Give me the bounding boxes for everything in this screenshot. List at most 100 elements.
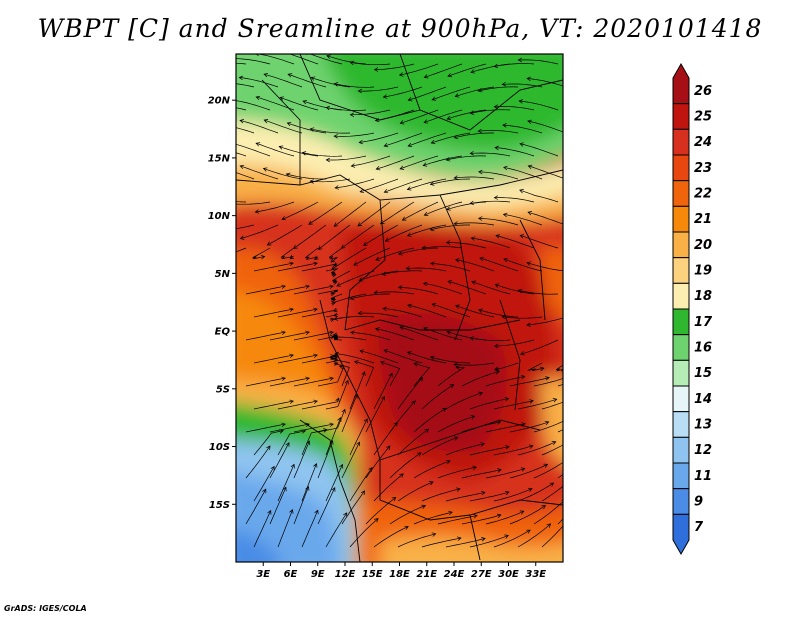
streamline-arrow <box>383 142 389 148</box>
streamline <box>527 120 563 133</box>
streamline <box>519 143 559 157</box>
streamline-arrow <box>305 376 310 381</box>
streamline <box>277 262 318 272</box>
streamline-arrow <box>526 261 531 266</box>
lat-tick-label: 15S <box>209 500 230 511</box>
streamline <box>479 257 519 272</box>
streamline <box>349 467 373 502</box>
streamline <box>423 283 463 295</box>
streamlines <box>236 54 563 548</box>
wbpt-field <box>236 54 563 562</box>
colorbar-segment <box>672 180 690 207</box>
streamline <box>293 224 327 249</box>
streamline <box>526 317 563 326</box>
streamline <box>398 247 439 255</box>
streamline-arrow <box>494 283 500 288</box>
streamline-arrow <box>333 312 338 318</box>
streamline-arrow <box>314 509 319 515</box>
streamline-arrow <box>456 487 461 492</box>
streamline <box>326 107 367 111</box>
streamline <box>255 201 295 213</box>
streamline <box>495 235 535 249</box>
streamline-arrow <box>429 226 435 232</box>
streamline-arrow <box>552 398 558 403</box>
colorbar-segment <box>672 282 690 310</box>
streamline-arrow <box>255 142 261 147</box>
streamline-arrow <box>361 371 366 376</box>
streamline-arrow <box>430 261 435 266</box>
lat-tick-label: 5N <box>215 269 231 280</box>
streamline-arrow <box>313 307 318 312</box>
streamline-arrow <box>331 487 336 492</box>
streamline <box>245 423 286 433</box>
streamline <box>471 281 511 295</box>
streamline <box>485 423 526 433</box>
streamline-arrow <box>469 110 475 115</box>
streamline-arrow <box>502 212 508 218</box>
streamline-arrow <box>517 288 523 294</box>
streamline-arrow <box>336 282 341 287</box>
streamline <box>503 214 543 226</box>
streamline-arrow <box>503 165 508 171</box>
streamline <box>454 176 495 180</box>
streamline-arrow <box>502 123 507 128</box>
streamline <box>365 497 397 525</box>
streamline <box>445 538 486 548</box>
streamline <box>461 469 502 479</box>
streamline <box>397 377 423 410</box>
streamline <box>413 460 451 479</box>
streamline-arrow <box>431 96 437 101</box>
streamline-arrow <box>333 134 338 139</box>
streamline-arrow <box>453 134 459 140</box>
streamline-arrow <box>375 166 381 171</box>
streamline-arrow <box>442 407 447 412</box>
streamline <box>341 490 365 525</box>
streamline-arrow <box>471 280 477 285</box>
streamline <box>447 63 487 77</box>
streamline-arrow <box>528 444 534 449</box>
streamline-arrow <box>505 445 510 450</box>
streamline-arrow <box>381 271 387 276</box>
streamline <box>454 362 495 366</box>
streamline <box>502 124 543 134</box>
streamline <box>445 443 485 456</box>
streamline <box>407 178 447 190</box>
streamline-arrow <box>309 127 315 132</box>
colorbar-segment <box>672 308 690 336</box>
streamline-arrow <box>285 442 290 447</box>
colorbar-segment <box>672 513 690 556</box>
streamline-arrow <box>270 465 275 471</box>
streamline <box>336 270 375 287</box>
streamline <box>358 86 399 92</box>
streamline <box>437 415 475 433</box>
lon-tick-label: 6E <box>284 569 298 580</box>
streamline-arrow <box>305 330 310 335</box>
streamline-arrow <box>313 399 318 404</box>
streamline-arrow <box>333 361 339 366</box>
streamline-arrow <box>281 376 286 381</box>
streamline-arrow <box>526 529 531 534</box>
streamline <box>478 171 519 180</box>
streamline <box>334 316 375 320</box>
streamline-arrow <box>477 216 483 221</box>
streamline <box>286 173 326 180</box>
streamline <box>236 62 247 65</box>
streamline <box>373 373 393 410</box>
streamline <box>236 143 271 157</box>
streamline-arrow <box>388 372 393 378</box>
streamline-arrow <box>470 236 476 241</box>
lon-tick-label: 21E <box>416 569 437 580</box>
streamline <box>380 361 401 387</box>
streamline <box>424 201 463 216</box>
streamline-arrow <box>411 400 416 405</box>
streamline <box>470 152 511 157</box>
streamline <box>293 440 310 479</box>
streamline-arrow <box>239 235 245 240</box>
streamline-arrow <box>382 94 388 99</box>
streamline <box>541 444 563 456</box>
streamline-arrow <box>289 255 295 260</box>
streamline-arrow <box>350 163 356 168</box>
streamline-arrow <box>407 142 413 148</box>
streamline <box>493 400 534 410</box>
